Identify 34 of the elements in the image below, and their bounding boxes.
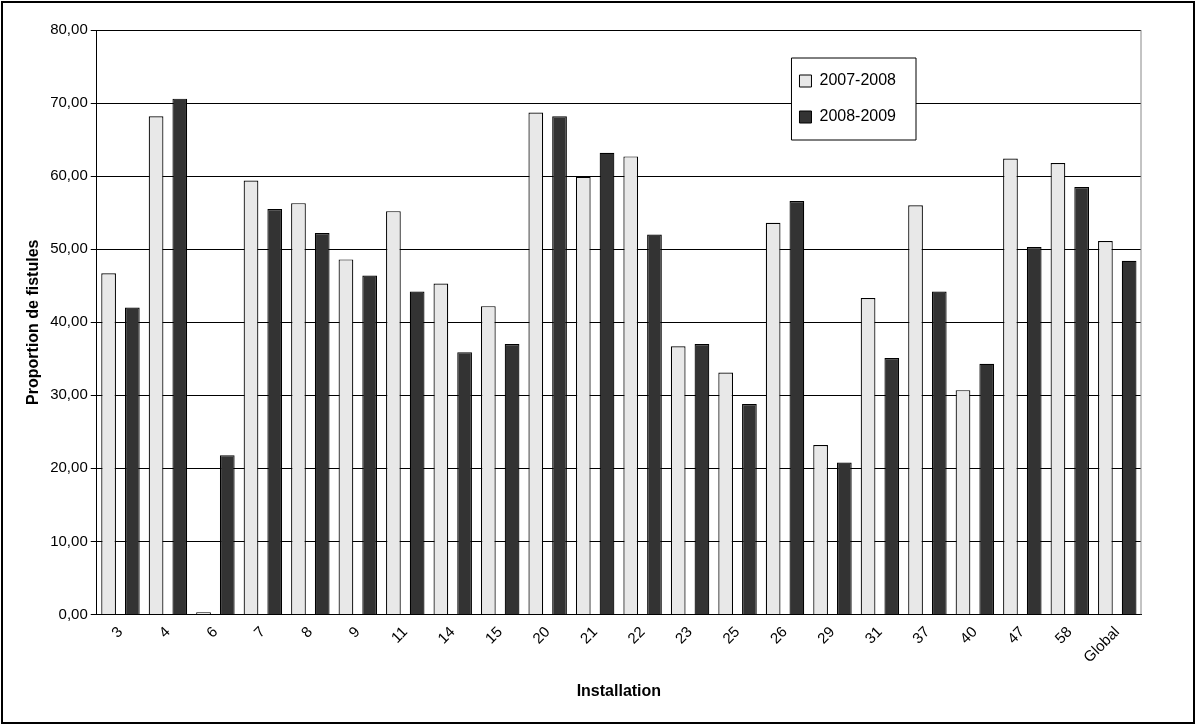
y-tick-label: 80,00 — [50, 20, 88, 38]
x-tick-label: 15 — [481, 622, 506, 647]
x-tick-label: 20 — [528, 622, 553, 647]
legend-label: 2008-2009 — [819, 107, 897, 125]
x-tick-label: 8 — [297, 622, 316, 641]
x-tick-label: 7 — [250, 622, 268, 641]
y-tick-label: 0,00 — [58, 604, 88, 622]
y-tick-label: 20,00 — [50, 458, 88, 476]
x-tick-label: 23 — [671, 622, 696, 647]
x-tick-label: 4 — [155, 622, 173, 641]
x-tick-label: 6 — [202, 622, 221, 641]
y-tick-label: 40,00 — [50, 312, 88, 330]
x-tick-label: 31 — [861, 622, 885, 647]
x-tick-label: 29 — [813, 622, 838, 647]
y-tick-label: 70,00 — [50, 93, 88, 111]
x-tick-label: 37 — [908, 622, 933, 647]
x-axis-title: Installation — [576, 681, 662, 699]
y-tick-label: 10,00 — [50, 531, 88, 549]
x-tick-label: 22 — [623, 622, 648, 647]
x-tick-label: 9 — [344, 622, 363, 641]
y-tick-label: 50,00 — [50, 239, 88, 257]
x-tick-label: 26 — [766, 622, 791, 647]
x-tick-label: 58 — [1051, 622, 1075, 647]
y-axis-title: Proportion de fistules — [24, 239, 42, 405]
x-tick-label: 21 — [576, 622, 601, 647]
x-tick-label: 25 — [718, 622, 743, 647]
x-tick-label: 11 — [387, 622, 411, 646]
y-tick-label: 30,00 — [50, 385, 88, 403]
x-tick-label: 14 — [433, 622, 458, 647]
x-tick-label: 3 — [107, 622, 126, 641]
x-tick-label: 47 — [1003, 622, 1028, 647]
x-tick-label: 40 — [956, 622, 980, 647]
y-tick-label: 60,00 — [50, 166, 88, 184]
legend-label: 2007-2008 — [819, 71, 897, 89]
